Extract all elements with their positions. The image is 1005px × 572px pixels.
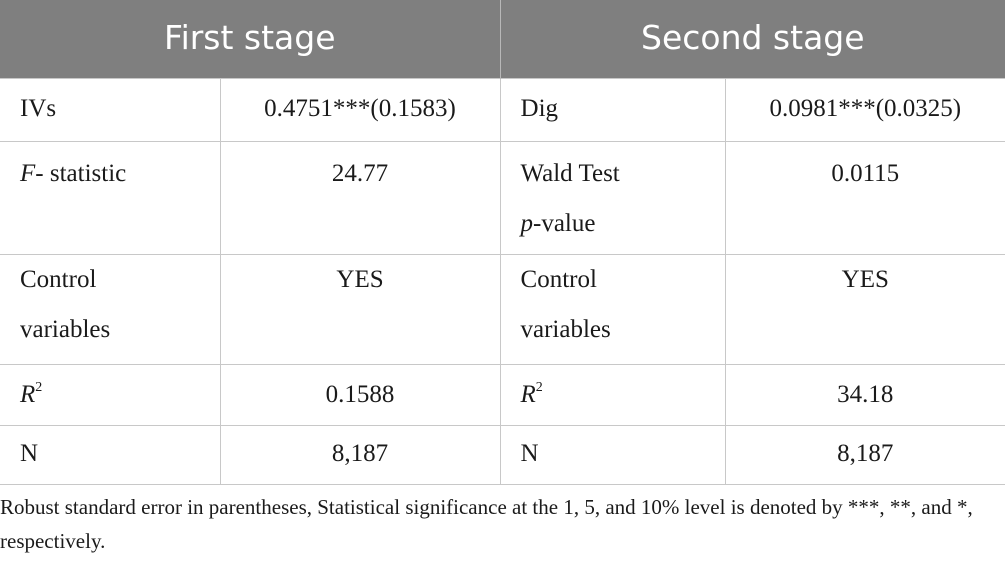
row-label-dig: Dig <box>499 78 726 142</box>
table-row: IVs 0.4751***(0.1583) Dig 0.0981***(0.03… <box>0 78 1005 142</box>
row-label-ivs: IVs <box>0 78 221 142</box>
cell-value: 8,187 <box>724 425 1005 485</box>
row-label-wald-test: Wald Test p-value <box>499 141 726 255</box>
label-italic: F <box>20 160 36 187</box>
row-label-r-squared: R2 <box>0 364 221 426</box>
row-label-n: N <box>0 425 221 485</box>
label-superscript: 2 <box>535 379 543 395</box>
label-superscript: 2 <box>35 379 43 395</box>
label-italic: p <box>520 210 534 237</box>
cell-value: 0.1588 <box>219 364 501 426</box>
header-row: First stage Second stage <box>0 0 1005 79</box>
results-table: First stage Second stage IVs 0.4751***(0… <box>0 0 1005 485</box>
row-label-r-squared: R2 <box>499 364 726 426</box>
label-line2: variables <box>20 316 111 343</box>
table-row: F- statistic 24.77 Wald Test p-value 0.0… <box>0 141 1005 255</box>
header-first-stage: First stage <box>0 0 501 79</box>
cell-value: 24.77 <box>219 141 501 255</box>
cell-value: 0.0115 <box>724 141 1005 255</box>
row-label-control-variables: Control variables <box>499 254 726 365</box>
row-label-f-statistic: F- statistic <box>0 141 221 255</box>
table-footnote: Robust standard error in parentheses, St… <box>0 495 973 553</box>
cell-value: YES <box>724 254 1005 365</box>
cell-value: 0.4751***(0.1583) <box>219 78 501 142</box>
table-row: R2 0.1588 R2 34.18 <box>0 364 1005 426</box>
cell-value: 34.18 <box>724 364 1005 426</box>
table-row: N 8,187 N 8,187 <box>0 425 1005 485</box>
label-line2: p-value <box>521 199 705 249</box>
label-text: -value <box>533 210 596 237</box>
label-line1: Control <box>20 266 97 293</box>
label-line1: Wald Test <box>520 160 620 187</box>
row-label-control-variables: Control variables <box>0 254 221 365</box>
header-second-stage: Second stage <box>500 0 1005 79</box>
table-row: Control variables YES Control variables … <box>0 254 1005 365</box>
label-italic: R <box>520 381 536 408</box>
row-label-n: N <box>499 425 726 485</box>
label-italic: R <box>20 381 36 408</box>
label-text: - statistic <box>35 160 127 187</box>
cell-value: 8,187 <box>219 425 501 485</box>
label-line2: variables <box>520 316 611 343</box>
cell-value: 0.0981***(0.0325) <box>724 78 1005 142</box>
label-line1: Control <box>520 266 597 293</box>
cell-value: YES <box>219 254 501 365</box>
